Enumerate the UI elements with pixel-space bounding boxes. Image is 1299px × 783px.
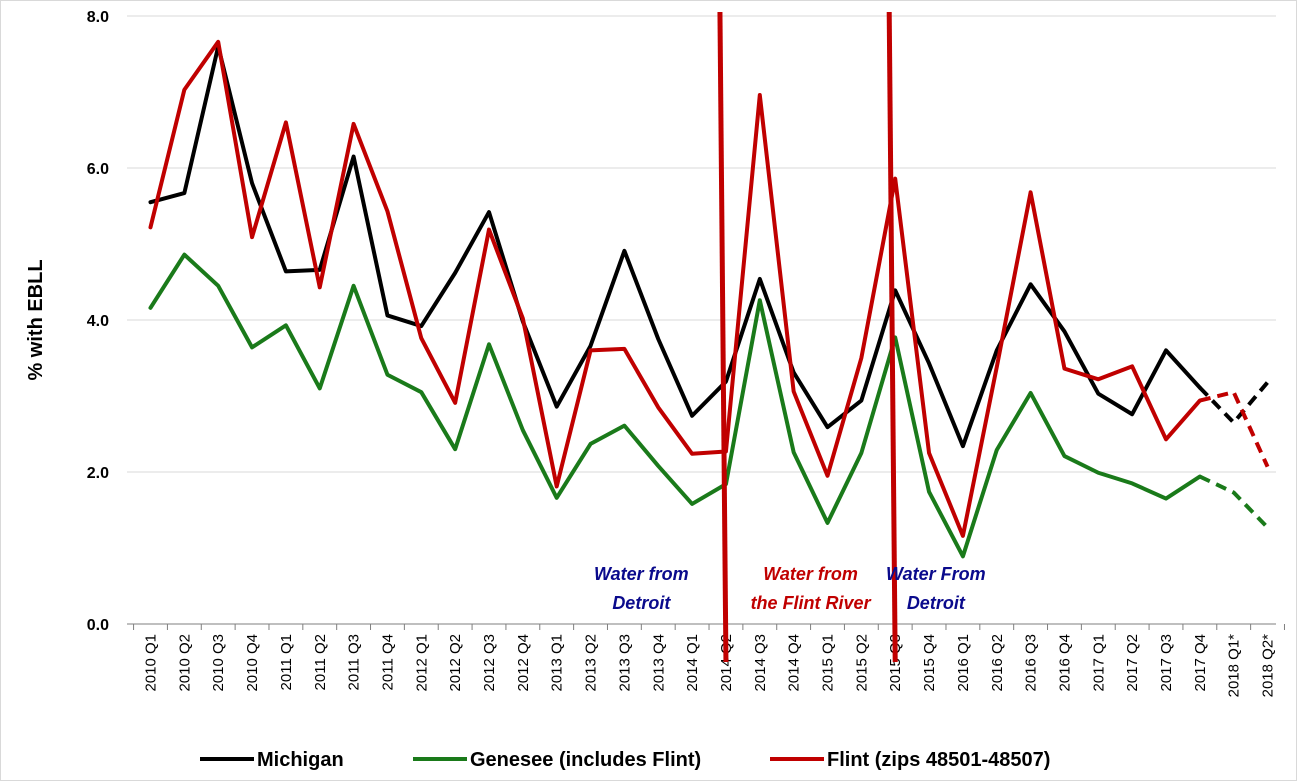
x-tick-label: 2012 Q3 (481, 634, 498, 692)
x-tick-label: 2017 Q1 (1090, 634, 1107, 692)
annotation-text: the Flint River (751, 593, 872, 613)
x-tick-label: 2014 Q2 (718, 634, 735, 692)
annotation-text: Detroit (612, 593, 671, 613)
period-marker-1 (886, 11, 898, 663)
annotation-text: Water from (763, 564, 858, 584)
x-tick-label: 2010 Q3 (210, 634, 227, 692)
annotations: Water from Detroit Water from the Flint Riv… (594, 564, 986, 613)
x-tick-label: 2016 Q1 (955, 634, 972, 692)
x-tick-label: 2013 Q1 (549, 634, 566, 692)
x-tick-label: 2013 Q4 (650, 634, 667, 692)
series-line-1 (148, 252, 1202, 559)
x-tick-label: 2013 Q2 (583, 634, 600, 692)
x-tick-label: 2015 Q4 (921, 634, 938, 692)
x-tick-label: 2011 Q3 (346, 634, 363, 690)
y-tick-label: 2.0 (87, 465, 109, 482)
legend-label: Flint (zips 48501-48507) (827, 749, 1050, 771)
x-tick-label: 2016 Q2 (989, 634, 1006, 692)
x-tick-label: 2016 Q3 (1023, 634, 1040, 692)
x-tick-label: 2012 Q2 (447, 634, 464, 692)
period-marker-0 (717, 11, 729, 663)
x-tick-label: 2017 Q4 (1192, 634, 1209, 692)
gridlines (127, 15, 1276, 473)
series-projection-1 (1198, 474, 1269, 529)
x-tick-label: 2010 Q2 (176, 634, 193, 692)
annotation-text: Water From (886, 564, 986, 584)
series-lines (148, 39, 1270, 559)
x-tick-labels: 2010 Q1 2010 Q2 2010 Q3 2010 Q4 2011 Q1 2011 … (143, 634, 1277, 698)
legend-label: Michigan (257, 749, 344, 771)
x-tick-label: 2011 Q1 (278, 634, 295, 690)
y-tick-labels: 0.0 2.0 4.0 6.0 8.0 (87, 9, 109, 634)
x-tick-label: 2015 Q1 (820, 634, 837, 692)
x-tick-label: 2013 Q3 (616, 634, 633, 692)
legend-label: Genesee (includes Flint) (470, 749, 701, 771)
y-tick-label: 6.0 (87, 161, 109, 178)
x-tick-label: 2012 Q1 (413, 634, 430, 692)
y-tick-label: 8.0 (87, 9, 109, 26)
annotation-text: Water from (594, 564, 689, 584)
y-tick-label: 0.0 (87, 617, 109, 634)
y-axis-label: % with EBLL (25, 259, 47, 380)
period-markers (717, 11, 898, 663)
x-tick-label: 2015 Q2 (853, 634, 870, 692)
x-tick-label: 2017 Q3 (1158, 634, 1175, 692)
y-tick-label: 4.0 (87, 313, 109, 330)
series-line-2 (148, 39, 1202, 538)
x-axis (127, 623, 1285, 630)
annotation-text: Detroit (907, 593, 966, 613)
x-tick-label: 2018 Q2* (1260, 634, 1277, 698)
x-tick-label: 2011 Q4 (379, 634, 396, 690)
x-tick-label: 2011 Q2 (312, 634, 329, 690)
x-tick-label: 2010 Q1 (143, 634, 160, 692)
x-tick-label: 2017 Q2 (1124, 634, 1141, 692)
x-tick-label: 2012 Q4 (515, 634, 532, 692)
x-tick-label: 2010 Q4 (244, 634, 261, 692)
legend: Michigan Genesee (includes Flint) Flint (z… (200, 749, 1050, 771)
series-projection-0 (1198, 381, 1270, 425)
x-tick-label: 2014 Q4 (786, 634, 803, 692)
series-projection-2 (1199, 390, 1270, 468)
x-tick-label: 2014 Q1 (684, 634, 701, 692)
x-tick-label: 2016 Q4 (1056, 634, 1073, 692)
x-tick-label: 2018 Q1* (1226, 634, 1243, 698)
x-tick-label: 2015 Q3 (887, 634, 904, 692)
x-tick-label: 2014 Q3 (752, 634, 769, 692)
